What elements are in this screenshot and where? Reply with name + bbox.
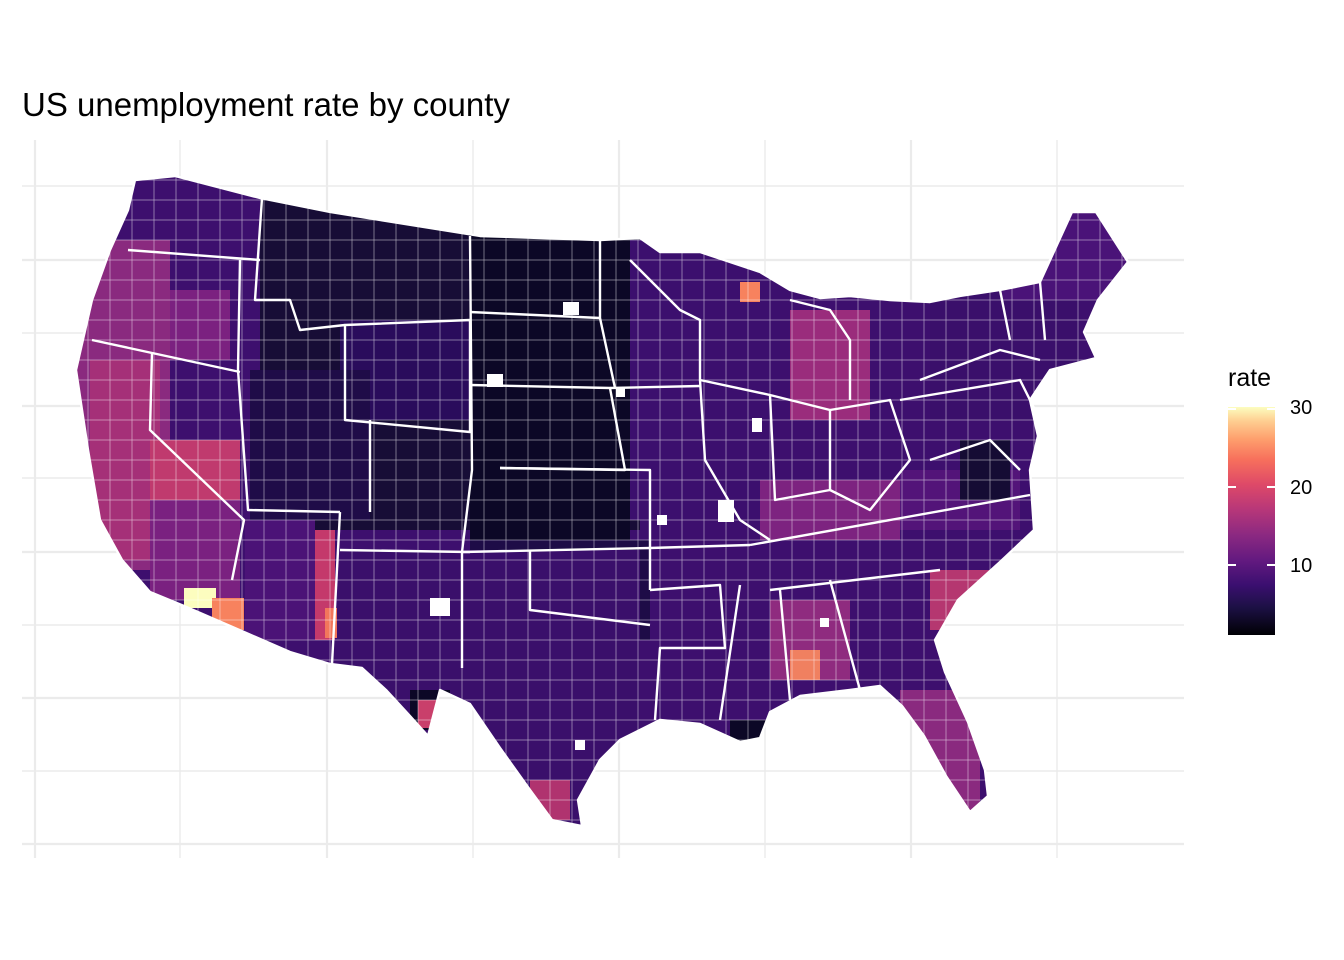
- missing-data-counties: [430, 302, 829, 750]
- state-borders: [74, 174, 1130, 828]
- legend-title: rate: [1228, 364, 1272, 392]
- legend-tick-label-20: 20: [1290, 477, 1313, 499]
- chart-title: US unemployment rate by county: [22, 86, 510, 123]
- legend-colorbar: [1228, 407, 1275, 635]
- legend-tick-label-30: 30: [1290, 397, 1313, 419]
- legend-tick-label-10: 10: [1290, 555, 1313, 577]
